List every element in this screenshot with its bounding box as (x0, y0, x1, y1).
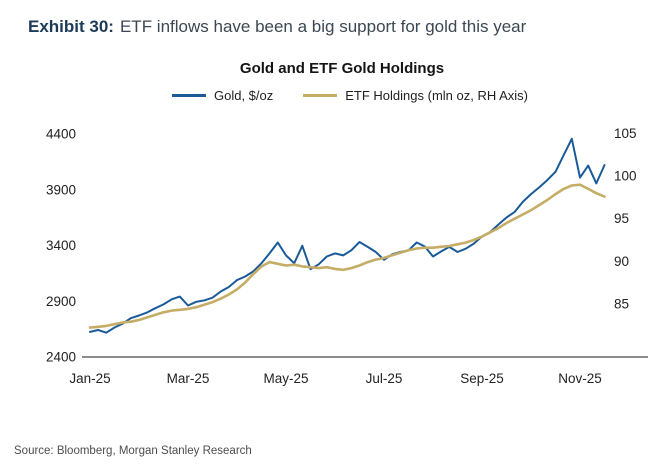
left-axis-tick-label: 4400 (46, 126, 76, 141)
exhibit-header: Exhibit 30: ETF inflows have been a big s… (0, 0, 670, 40)
x-axis-tick-label: Jul-25 (366, 371, 403, 386)
legend-label-gold: Gold, $/oz (213, 87, 274, 103)
x-axis-tick-label: Jan-25 (69, 371, 110, 386)
etf-line-swatch (303, 93, 338, 97)
right-axis-tick-label: 90 (614, 253, 629, 268)
x-axis-tick-label: Mar-25 (167, 371, 210, 386)
x-axis-tick-label: Sep-25 (460, 371, 504, 386)
exhibit-number-label: Exhibit 30: (28, 17, 114, 36)
left-axis-tick-label: 3400 (46, 238, 76, 253)
right-axis-tick-label: 95 (614, 211, 629, 226)
line-chart: 2400 2900 3400 3900 4400 85 90 95 100 105 Jan-25 Ma… (46, 126, 648, 386)
left-axis-tick-label: 3900 (46, 182, 76, 197)
legend-item-etf: ETF Holdings (mln oz, RH Axis) (303, 88, 528, 103)
source-note: Source: Bloomberg, Morgan Stanley Resear… (14, 445, 252, 457)
right-axis-tick-label: 100 (614, 168, 637, 183)
right-axis-tick-label: 85 (614, 296, 629, 311)
series-line-gold-price (89, 137, 606, 334)
x-axis-tick-label: May-25 (263, 371, 308, 386)
left-axis-tick-label: 2400 (46, 349, 76, 364)
exhibit-title: ETF inflows have been a big support for … (119, 17, 527, 36)
series-line-etf-holdings (88, 182, 606, 329)
legend-label-etf: ETF Holdings (mln oz, RH Axis) (345, 87, 529, 103)
right-axis-tick-label: 105 (614, 126, 637, 141)
x-axis-tick-label: Nov-25 (558, 371, 602, 386)
gold-line-swatch (171, 93, 206, 97)
chart-title: Gold and ETF Gold Holdings (239, 59, 445, 77)
legend-item-gold: Gold, $/oz (171, 87, 274, 103)
left-axis-tick-label: 2900 (46, 293, 76, 308)
chart-legend: Gold, $/oz ETF Holdings (mln oz, RH Axis… (0, 88, 670, 103)
